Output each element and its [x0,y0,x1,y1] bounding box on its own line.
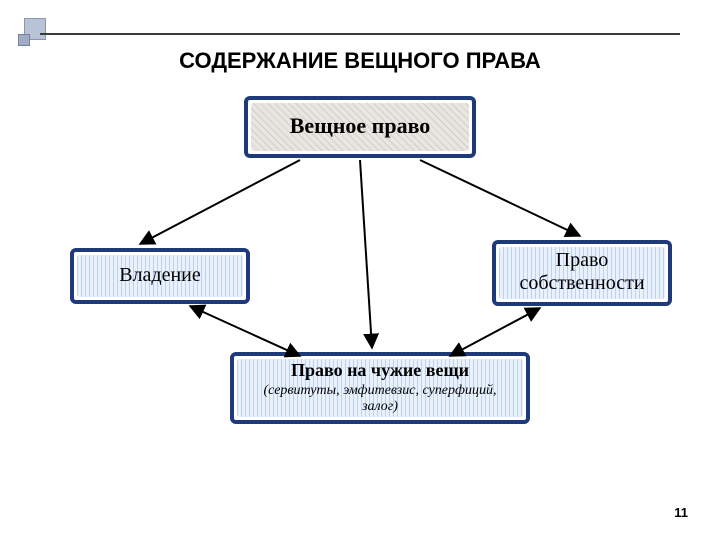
node-right-line2: собственности [519,272,644,295]
decorative-line [40,33,680,35]
node-left: Владение [70,248,250,304]
node-right-line1: Право [556,249,609,272]
node-bottom-label: Право на чужие вещи [291,360,469,381]
slide-title: СОДЕРЖАНИЕ ВЕЩНОГО ПРАВА [0,48,720,74]
node-right: Право собственности [492,240,672,306]
page-number: 11 [674,505,688,520]
deco-square-small [18,34,30,46]
node-top: Вещное право [244,96,476,158]
node-top-label: Вещное право [290,113,431,139]
node-bottom-sub: (сервитуты, эмфитевзис, суперфиций, зало… [244,383,516,415]
node-left-label: Владение [119,264,201,287]
node-bottom: Право на чужие вещи (сервитуты, эмфитевз… [230,352,530,424]
